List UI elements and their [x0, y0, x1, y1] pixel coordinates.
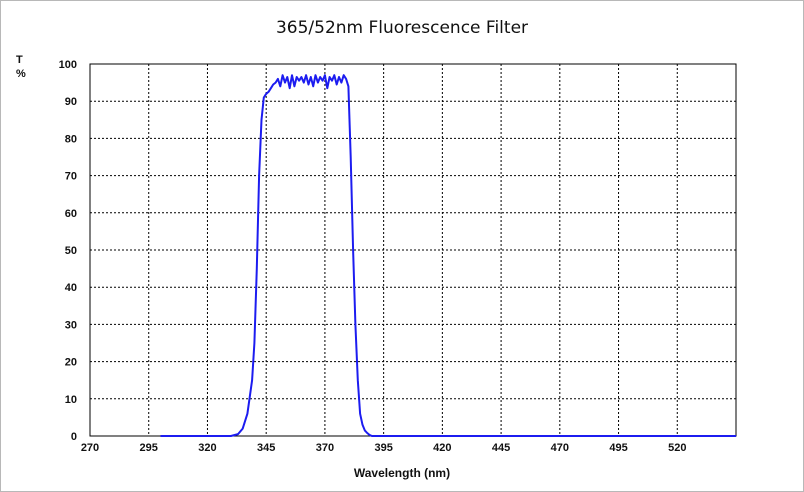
x-tick-270: 270 [81, 442, 99, 454]
y-tick-labels: 0 10 20 30 40 50 60 70 80 90 100 [59, 59, 77, 443]
x-tick-420: 420 [433, 442, 451, 454]
grid [89, 63, 737, 437]
y-tick-50: 50 [65, 245, 77, 257]
y-axis-label-percent: % [16, 68, 26, 80]
x-tick-445: 445 [492, 442, 510, 454]
y-tick-90: 90 [65, 96, 77, 108]
plot-area [160, 74, 736, 437]
x-tick-370: 370 [316, 442, 334, 454]
x-tick-520: 520 [668, 442, 686, 454]
y-tick-30: 30 [65, 319, 77, 331]
x-tick-470: 470 [551, 442, 569, 454]
y-tick-10: 10 [65, 394, 77, 406]
x-tick-345: 345 [257, 442, 275, 454]
y-tick-100: 100 [59, 59, 77, 71]
y-tick-60: 60 [65, 208, 77, 220]
y-tick-70: 70 [65, 171, 77, 183]
x-tick-395: 395 [374, 442, 392, 454]
y-tick-0: 0 [71, 431, 77, 443]
x-tick-495: 495 [609, 442, 627, 454]
y-tick-40: 40 [65, 282, 77, 294]
x-tick-320: 320 [198, 442, 216, 454]
y-tick-20: 20 [65, 357, 77, 369]
y-tick-80: 80 [65, 133, 77, 145]
chart-title: 365/52nm Fluorescence Filter [275, 18, 529, 38]
x-tick-295: 295 [140, 442, 158, 454]
transmission-curve-0 [160, 74, 736, 437]
x-tick-labels: 270 295 320 345 370 395 420 445 470 495 520 [81, 442, 687, 454]
y-axis-label-t: T [16, 54, 23, 66]
x-axis-label: Wavelength (nm) [353, 466, 451, 480]
